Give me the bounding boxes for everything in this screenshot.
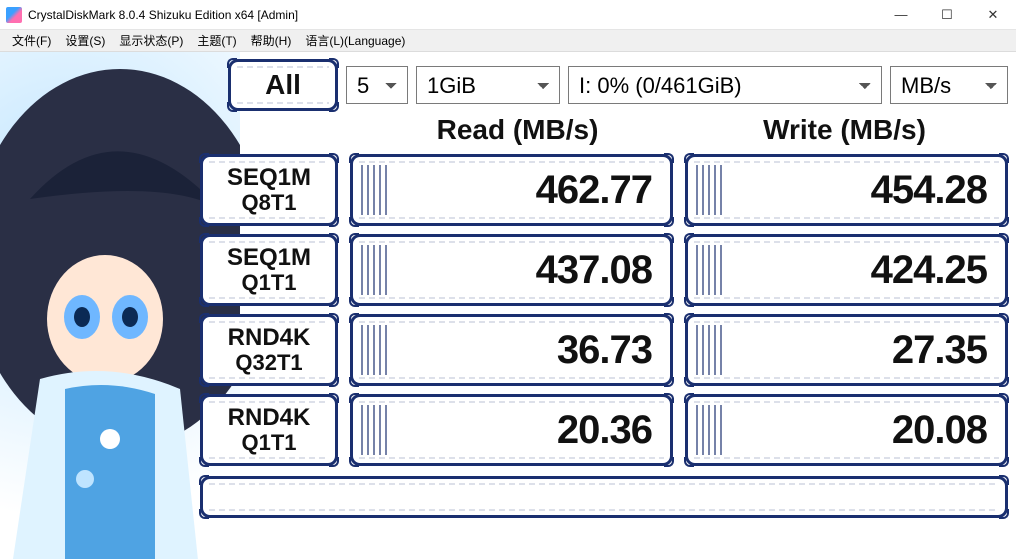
menu-bar: 文件(F) 设置(S) 显示状态(P) 主题(T) 帮助(H) 语言(L)(La… <box>0 30 1016 52</box>
test-label-line1: RND4K <box>228 325 311 351</box>
write-cell: 454.28 <box>685 154 1008 226</box>
app-icon <box>6 7 22 23</box>
cell-stripe-icon <box>696 165 726 215</box>
test-label-line2: Q8T1 <box>241 191 296 215</box>
test-row: SEQ1M Q8T1 462.77 454.28 <box>200 154 1008 226</box>
column-headers: Read (MB/s) Write (MB/s) <box>354 114 1008 146</box>
window-title: CrystalDiskMark 8.0.4 Shizuku Edition x6… <box>28 8 878 22</box>
test-label-line1: SEQ1M <box>227 165 311 191</box>
client-area: All 5 1GiB I: 0% (0/461GiB) MB/s Read (M… <box>0 52 1016 559</box>
header-write: Write (MB/s) <box>681 114 1008 146</box>
cell-stripe-icon <box>361 245 391 295</box>
test-row: RND4K Q1T1 20.36 20.08 <box>200 394 1008 466</box>
test-row: RND4K Q32T1 36.73 27.35 <box>200 314 1008 386</box>
test-button-rnd4k-q32t1[interactable]: RND4K Q32T1 <box>200 314 338 386</box>
menu-file[interactable]: 文件(F) <box>8 30 55 51</box>
benchmark-grid: All 5 1GiB I: 0% (0/461GiB) MB/s Read (M… <box>200 60 1008 518</box>
test-label-line1: SEQ1M <box>227 245 311 271</box>
write-cell: 27.35 <box>685 314 1008 386</box>
top-controls: All 5 1GiB I: 0% (0/461GiB) MB/s <box>228 60 1008 110</box>
menu-display[interactable]: 显示状态(P) <box>115 30 187 51</box>
close-button[interactable]: ✕ <box>970 0 1016 29</box>
window-controls: ― ☐ ✕ <box>878 0 1016 29</box>
menu-theme[interactable]: 主题(T) <box>193 30 240 51</box>
test-button-seq1m-q8t1[interactable]: SEQ1M Q8T1 <box>200 154 338 226</box>
write-value: 424.25 <box>871 248 987 293</box>
drive-select[interactable]: I: 0% (0/461GiB) <box>568 66 882 104</box>
read-value: 20.36 <box>557 408 652 453</box>
read-cell: 36.73 <box>350 314 673 386</box>
test-button-rnd4k-q1t1[interactable]: RND4K Q1T1 <box>200 394 338 466</box>
runs-select[interactable]: 5 <box>346 66 408 104</box>
read-value: 437.08 <box>536 248 652 293</box>
cell-stripe-icon <box>361 405 391 455</box>
read-cell: 437.08 <box>350 234 673 306</box>
size-select[interactable]: 1GiB <box>416 66 560 104</box>
run-all-label: All <box>265 69 301 101</box>
write-value: 27.35 <box>892 328 987 373</box>
run-all-button[interactable]: All <box>228 59 338 111</box>
header-read: Read (MB/s) <box>354 114 681 146</box>
cell-stripe-icon <box>361 165 391 215</box>
menu-help[interactable]: 帮助(H) <box>247 30 296 51</box>
read-cell: 20.36 <box>350 394 673 466</box>
test-row: SEQ1M Q1T1 437.08 424.25 <box>200 234 1008 306</box>
write-cell: 424.25 <box>685 234 1008 306</box>
test-label-line2: Q1T1 <box>241 431 296 455</box>
status-bar <box>200 476 1008 518</box>
write-value: 454.28 <box>871 168 987 213</box>
test-label-line2: Q32T1 <box>235 351 302 375</box>
menu-settings[interactable]: 设置(S) <box>61 30 109 51</box>
test-label-line1: RND4K <box>228 405 311 431</box>
cell-stripe-icon <box>361 325 391 375</box>
cell-stripe-icon <box>696 245 726 295</box>
cell-stripe-icon <box>696 325 726 375</box>
write-cell: 20.08 <box>685 394 1008 466</box>
test-button-seq1m-q1t1[interactable]: SEQ1M Q1T1 <box>200 234 338 306</box>
read-value: 36.73 <box>557 328 652 373</box>
unit-select[interactable]: MB/s <box>890 66 1008 104</box>
title-bar: CrystalDiskMark 8.0.4 Shizuku Edition x6… <box>0 0 1016 30</box>
cell-stripe-icon <box>696 405 726 455</box>
read-cell: 462.77 <box>350 154 673 226</box>
read-value: 462.77 <box>536 168 652 213</box>
maximize-button[interactable]: ☐ <box>924 0 970 29</box>
write-value: 20.08 <box>892 408 987 453</box>
menu-language[interactable]: 语言(L)(Language) <box>301 30 409 51</box>
test-label-line2: Q1T1 <box>241 271 296 295</box>
minimize-button[interactable]: ― <box>878 0 924 29</box>
